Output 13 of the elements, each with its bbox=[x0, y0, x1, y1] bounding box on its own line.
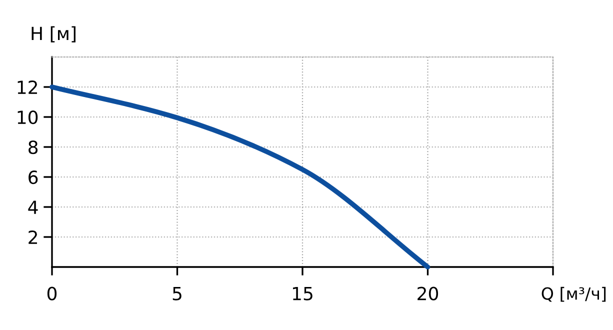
y-tick-label: 4 bbox=[28, 200, 38, 214]
y-tick-label: 6 bbox=[28, 170, 38, 184]
y-tick-label: 8 bbox=[28, 140, 38, 154]
y-axis-title: H [м] bbox=[32, 26, 76, 42]
y-tick-label: 2 bbox=[28, 230, 37, 244]
x-axis-title: Q [м³/ч] bbox=[542, 286, 606, 302]
x-tick-label: 15 bbox=[292, 287, 312, 300]
x-tick-label: 0 bbox=[47, 286, 57, 300]
x-tick-label: 20 bbox=[418, 286, 438, 300]
y-tick-label: 10 bbox=[18, 110, 38, 124]
x-tick-label: 5 bbox=[172, 287, 182, 300]
line-series bbox=[50, 84, 430, 270]
y-tick-label: 12 bbox=[18, 80, 37, 94]
